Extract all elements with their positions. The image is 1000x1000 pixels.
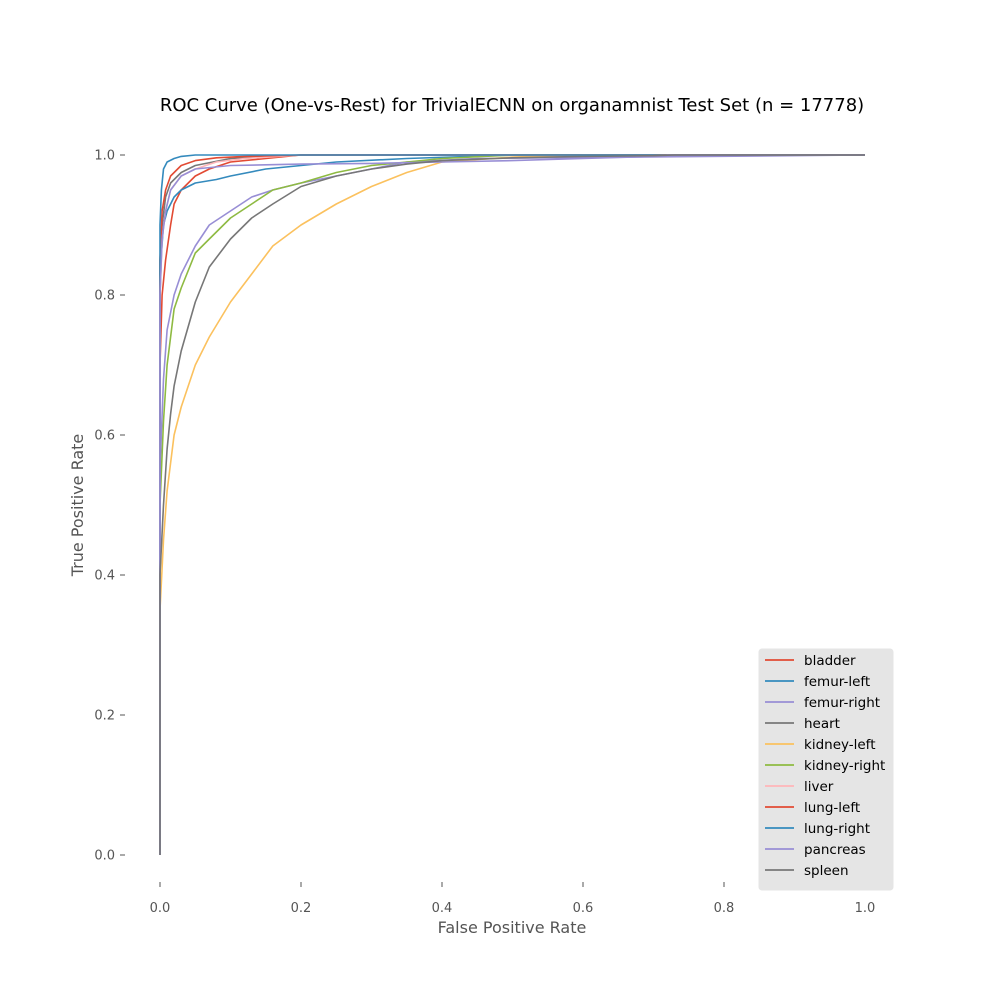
x-tick-label: 0.0 bbox=[150, 901, 171, 916]
y-tick-label: 1.0 bbox=[94, 149, 115, 164]
x-axis-label: False Positive Rate bbox=[438, 918, 587, 937]
x-axis-ticks: 0.0 0.2 0.4 0.6 0.8 1.0 bbox=[150, 882, 876, 916]
roc-curve-lung-right bbox=[159, 154, 865, 855]
legend-label-pancreas: pancreas bbox=[804, 842, 866, 858]
plot-area bbox=[159, 154, 866, 855]
legend-label-kidney-left: kidney-left bbox=[804, 737, 876, 753]
y-axis-ticks: 0.0 0.2 0.4 0.6 0.8 1.0 bbox=[94, 149, 125, 864]
roc-curve-pancreas bbox=[159, 154, 865, 855]
roc-curve-lung-left bbox=[159, 154, 865, 855]
x-tick-label: 0.6 bbox=[573, 901, 594, 916]
y-tick-label: 0.0 bbox=[94, 849, 115, 864]
legend-label-bladder: bladder bbox=[804, 653, 856, 669]
legend-label-lung-left: lung-left bbox=[804, 800, 860, 816]
legend-label-kidney-right: kidney-right bbox=[804, 758, 885, 774]
y-tick-label: 0.2 bbox=[94, 709, 115, 724]
x-tick-label: 0.2 bbox=[291, 901, 312, 916]
legend-box bbox=[758, 648, 894, 891]
y-tick-label: 0.8 bbox=[94, 289, 115, 304]
x-tick-label: 0.4 bbox=[432, 901, 453, 916]
legend-label-liver: liver bbox=[804, 779, 834, 795]
y-tick-label: 0.6 bbox=[94, 429, 115, 444]
legend-label-femur-right: femur-right bbox=[804, 695, 880, 711]
x-tick-label: 0.8 bbox=[714, 901, 735, 916]
legend-label-lung-right: lung-right bbox=[804, 821, 870, 837]
chart-title: ROC Curve (One-vs-Rest) for TrivialECNN … bbox=[160, 95, 864, 116]
legend-label-spleen: spleen bbox=[804, 863, 849, 879]
legend: bladder femur-left femur-right heart kidney-… bbox=[758, 648, 894, 891]
x-tick-label: 1.0 bbox=[855, 901, 876, 916]
roc-curve-spleen bbox=[159, 154, 865, 855]
legend-label-heart: heart bbox=[804, 716, 840, 732]
y-axis-label: True Positive Rate bbox=[68, 434, 87, 578]
legend-label-femur-left: femur-left bbox=[804, 674, 870, 690]
y-tick-label: 0.4 bbox=[94, 569, 115, 584]
